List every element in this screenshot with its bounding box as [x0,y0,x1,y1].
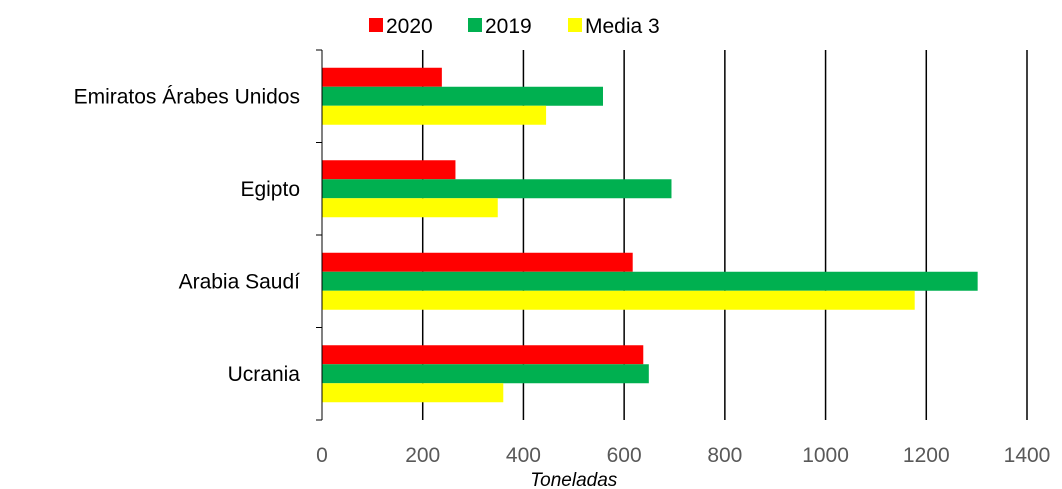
x-tick-label: 200 [405,444,440,467]
x-tick-label: 600 [607,444,642,467]
bar-2019-3 [322,86,603,106]
bar-2020-0 [322,345,644,365]
legend-swatch-2019 [468,18,482,32]
bar-2020-3 [322,67,442,87]
x-tick-label: 800 [707,444,742,467]
category-label: Egipto [240,178,300,201]
legend-label-2020: 2020 [386,15,433,38]
bar-2019-0 [322,364,649,384]
category-labels: Ucrania Arabia Saudí Egipto Emiratos Árabes… [74,85,301,386]
bar-2019-2 [322,179,672,199]
x-tick-labels: 0 200 400 600 800 1000 1200 1400 [316,444,1050,467]
x-tick-label: 400 [506,444,541,467]
category-label: Ucrania [228,363,301,386]
x-tick-label: 1200 [903,444,950,467]
x-tick-label: 1400 [1004,444,1051,467]
legend: 2020 2019 Media 3 [369,15,660,38]
bar-2020-1 [322,252,633,272]
bar-media-3-2 [322,198,498,218]
bar-2020-2 [322,160,456,180]
legend-label-media-3: Media 3 [585,15,660,38]
legend-swatch-media-3 [568,18,582,32]
x-tick-label: 0 [316,444,328,467]
x-axis-title: Toneladas [530,470,617,489]
x-tick-label: 1000 [802,444,849,467]
category-label: Arabia Saudí [179,270,301,293]
bar-media-3-3 [322,105,547,125]
bars [322,67,978,403]
category-label: Emiratos Árabes Unidos [74,85,300,108]
legend-label-2019: 2019 [485,15,532,38]
bar-media-3-1 [322,290,915,310]
bar-media-3-0 [322,383,504,403]
bar-2019-1 [322,271,978,291]
legend-swatch-2020 [369,18,383,32]
y-axis-ticks [316,49,322,421]
